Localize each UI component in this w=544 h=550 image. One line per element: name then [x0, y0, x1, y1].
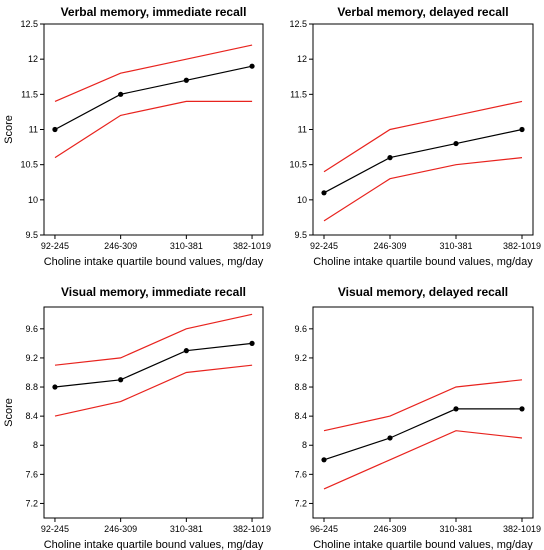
y-tick-label: 8 — [302, 440, 307, 450]
series-line-upper — [323, 100, 523, 173]
y-tick-label: 11 — [29, 125, 38, 135]
data-point — [183, 77, 189, 83]
y-tick-label: 12.5 — [289, 19, 307, 29]
y-tick-label: 8.8 — [25, 382, 38, 392]
y-tick-label: 12 — [297, 54, 307, 64]
y-tick-label: 9.6 — [25, 324, 38, 334]
y-tick-label: 8 — [33, 440, 38, 450]
data-point — [519, 126, 525, 133]
y-tick-label: 9.5 — [294, 230, 307, 240]
x-axis-label: Choline intake quartile bound values, mg… — [44, 256, 264, 268]
series-line-estimate — [54, 342, 253, 388]
series-line-estimate — [54, 65, 253, 131]
plot-frame — [312, 23, 534, 236]
x-tick-label: 310-381 — [439, 524, 472, 534]
chart-title: Visual memory, delayed recall — [338, 285, 508, 299]
y-tick-label: 11 — [298, 125, 307, 135]
x-tick-label: 246-309 — [104, 524, 137, 534]
data-point — [453, 140, 459, 147]
chart-title: Verbal memory, delayed recall — [337, 5, 508, 19]
y-tick-label: 11.5 — [21, 89, 38, 99]
series-line-lower — [54, 100, 253, 159]
series-line-estimate — [323, 128, 523, 194]
y-tick-label: 8.8 — [294, 382, 307, 392]
x-axis-label: Choline intake quartile bound values, mg… — [313, 539, 533, 550]
y-tick-label: 9.2 — [25, 353, 38, 363]
plot-frame — [43, 23, 264, 236]
chart-title: Verbal memory, immediate recall — [61, 5, 247, 19]
y-axis-label: Score — [3, 115, 15, 144]
data-point — [183, 348, 189, 354]
series-line-estimate — [323, 408, 522, 461]
x-tick-label: 96-245 — [310, 524, 338, 534]
x-tick-label: 246-309 — [373, 241, 406, 251]
data-point — [118, 91, 124, 97]
y-tick-label: 9.5 — [25, 230, 38, 240]
data-point — [387, 435, 393, 441]
data-point — [249, 63, 255, 69]
x-tick-label: 92-245 — [310, 241, 338, 251]
series-line-lower — [54, 364, 253, 417]
y-tick-label: 7.6 — [25, 469, 38, 479]
data-point — [321, 190, 327, 196]
y-tick-label: 8.4 — [25, 411, 38, 421]
y-tick-label: 11.5 — [290, 89, 307, 99]
chart-panel-3: Visual memory, immediate recall 7.2 7.6 8 8.… — [3, 285, 271, 550]
y-axis-label: Score — [3, 398, 15, 427]
x-axis-label: Choline intake quartile bound values, mg… — [313, 256, 533, 268]
data-point — [52, 126, 58, 133]
y-tick-label: 10.5 — [20, 160, 38, 170]
x-tick-label: 310-381 — [170, 524, 203, 534]
y-tick-label: 9.2 — [294, 353, 307, 363]
y-tick-label: 12.5 — [20, 19, 38, 29]
x-tick-label: 310-381 — [170, 241, 203, 251]
y-tick-label: 7.2 — [294, 498, 307, 508]
y-tick-label: 7.6 — [294, 469, 307, 479]
y-tick-label: 8.4 — [294, 411, 307, 421]
y-tick-label: 10 — [28, 195, 38, 205]
x-tick-label: 382-1019 — [503, 524, 541, 534]
series-line-lower — [323, 157, 523, 222]
x-axis-label: Choline intake quartile bound values, mg… — [44, 539, 264, 550]
x-tick-label: 382-1019 — [233, 241, 271, 251]
x-tick-label: 382-1019 — [503, 241, 541, 251]
x-tick-label: 246-309 — [373, 524, 406, 534]
y-tick-label: 12 — [28, 54, 38, 64]
data-point — [249, 340, 255, 346]
y-tick-label: 9.6 — [294, 324, 307, 334]
series-line-upper — [54, 44, 253, 102]
data-point — [321, 457, 327, 463]
data-point — [118, 377, 124, 383]
data-point — [52, 384, 58, 390]
chart-panel-2: Verbal memory, delayed recall 9.5 10 10.5 11… — [289, 5, 541, 268]
x-tick-label: 310-381 — [439, 241, 472, 251]
series-line-upper — [323, 379, 523, 432]
x-tick-label: 246-309 — [104, 241, 137, 251]
x-tick-label: 382-1019 — [233, 524, 271, 534]
plot-frame — [43, 306, 264, 519]
y-tick-label: 10 — [297, 195, 307, 205]
series-line-upper — [54, 313, 253, 366]
y-tick-label: 10.5 — [289, 160, 307, 170]
chart-panel-4: Visual memory, delayed recall 7.2 7.6 8 8.4 8… — [294, 285, 541, 550]
data-point — [453, 406, 459, 412]
x-tick-label: 92-245 — [41, 524, 69, 534]
y-tick-label: 7.2 — [25, 498, 38, 508]
data-point — [387, 155, 393, 161]
chart-panel-1: Verbal memory, immediate recall 9.5 10 10.5… — [3, 5, 271, 268]
series-line-lower — [323, 430, 523, 490]
chart-title: Visual memory, immediate recall — [61, 285, 246, 299]
x-tick-label: 92-245 — [41, 241, 69, 251]
data-point — [519, 406, 525, 412]
plot-frame — [312, 306, 534, 519]
